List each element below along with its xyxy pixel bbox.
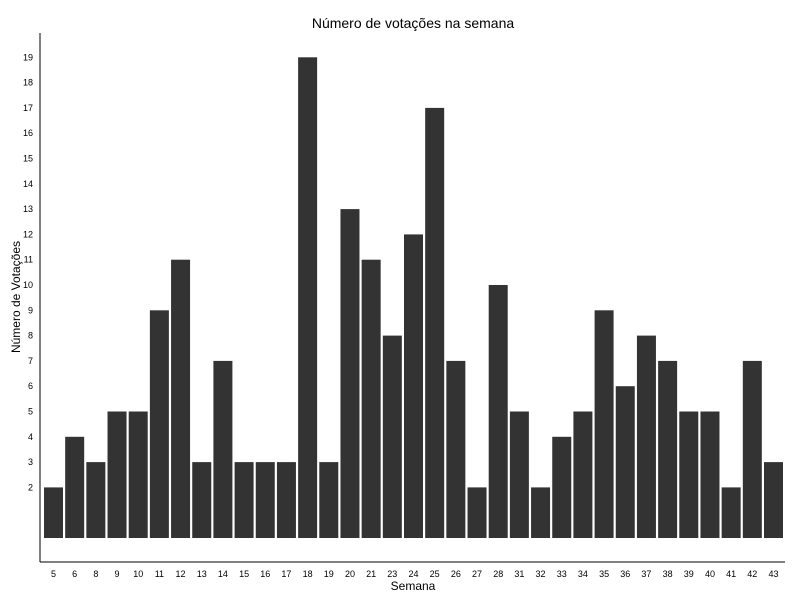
bar-week-31	[509, 411, 529, 538]
x-tick-label: 18	[303, 569, 313, 579]
bar-week-21	[361, 259, 381, 538]
y-tick-label: 3	[28, 457, 33, 467]
y-tick-label: 17	[23, 103, 33, 113]
y-tick-label: 2	[28, 482, 33, 492]
bar-week-43	[764, 462, 783, 538]
bar-week-27	[467, 487, 487, 538]
x-tick-label: 23	[387, 569, 397, 579]
x-tick-label: 15	[239, 569, 249, 579]
bar-week-14	[213, 360, 233, 538]
x-tick-label: 40	[705, 569, 715, 579]
bar-week-6	[65, 436, 85, 538]
y-tick-label: 5	[28, 407, 33, 417]
x-tick-label: 43	[768, 569, 778, 579]
y-tick-label: 16	[23, 128, 33, 138]
x-tick-label: 42	[747, 569, 757, 579]
y-tick-label: 6	[28, 381, 33, 391]
bar-week-42	[742, 360, 762, 538]
x-tick-label: 26	[451, 569, 461, 579]
y-tick-label: 11	[24, 255, 33, 265]
x-tick-label: 16	[260, 569, 270, 579]
bars-group	[44, 57, 783, 539]
bar-week-40	[700, 411, 720, 538]
bar-week-35	[594, 310, 614, 538]
y-tick-labels: 2 3 4 5 6 7 8 9 10 11 12 13 14 15 16 17 18 19	[23, 52, 33, 492]
bar-week-25	[425, 107, 445, 539]
x-tick-label: 5	[51, 569, 56, 579]
bar-week-32	[531, 487, 551, 538]
x-tick-label: 21	[366, 569, 376, 579]
x-tick-label: 32	[536, 569, 546, 579]
bar-week-9	[107, 411, 127, 538]
chart-title: Número de votações na semana	[312, 15, 515, 31]
y-tick-label: 19	[23, 52, 33, 62]
bar-week-10	[128, 411, 148, 538]
x-tick-label: 35	[599, 569, 609, 579]
x-tick-label: 11	[155, 569, 164, 579]
x-tick-label: 8	[93, 569, 98, 579]
x-tick-label: 17	[281, 569, 291, 579]
y-tick-label: 8	[28, 331, 33, 341]
bar-week-16	[255, 462, 275, 538]
bar-week-39	[679, 411, 699, 538]
y-tick-label: 7	[28, 356, 33, 366]
bar-week-38	[658, 360, 678, 538]
y-tick-label: 14	[23, 179, 33, 189]
x-tick-label: 19	[324, 569, 334, 579]
x-tick-label: 12	[176, 569, 186, 579]
bar-week-5	[44, 487, 63, 538]
x-tick-label: 20	[345, 569, 355, 579]
bar-week-28	[488, 285, 508, 538]
x-tick-label: 9	[115, 569, 120, 579]
x-tick-label: 14	[218, 569, 228, 579]
x-tick-label: 36	[620, 569, 630, 579]
bar-week-34	[573, 411, 593, 538]
bar-week-13	[192, 462, 212, 538]
bar-week-41	[721, 487, 741, 538]
x-tick-label: 34	[578, 569, 588, 579]
x-tick-label: 38	[663, 569, 673, 579]
x-tick-label: 33	[557, 569, 567, 579]
x-tick-label: 37	[641, 569, 651, 579]
x-tick-label: 41	[726, 569, 736, 579]
y-tick-label: 13	[23, 204, 33, 214]
x-tick-label: 24	[408, 569, 418, 579]
x-tick-label: 10	[133, 569, 143, 579]
y-tick-label: 9	[28, 305, 33, 315]
bar-week-24	[404, 234, 423, 538]
bar-week-23	[382, 335, 402, 538]
x-tick-label: 31	[514, 569, 524, 579]
y-tick-label: 18	[23, 78, 33, 88]
bar-week-12	[171, 259, 191, 538]
bar-week-19	[319, 462, 339, 538]
x-tick-label: 39	[684, 569, 694, 579]
x-tick-label: 13	[197, 569, 207, 579]
y-tick-label: 15	[23, 154, 33, 164]
x-tick-label: 28	[493, 569, 503, 579]
x-tick-label: 6	[72, 569, 77, 579]
bar-week-17	[276, 462, 296, 538]
bar-week-8	[86, 462, 106, 538]
bar-week-11	[149, 310, 169, 538]
x-axis-label: Semana	[391, 579, 436, 593]
bar-week-36	[615, 386, 635, 538]
bar-week-18	[298, 57, 318, 539]
x-tick-label: 25	[430, 569, 440, 579]
x-tick-labels: 5 6 8 9 10 11 12 13 14 15 16 17 18 19 20 21 23 24 25 26 27 28…	[51, 569, 779, 579]
x-tick-label: 27	[472, 569, 482, 579]
y-tick-label: 10	[23, 280, 33, 290]
bar-week-37	[636, 335, 656, 538]
bar-week-20	[340, 209, 360, 538]
bar-week-26	[446, 360, 466, 538]
bar-week-15	[234, 462, 254, 538]
y-tick-label: 4	[28, 432, 33, 442]
y-tick-label: 12	[23, 229, 33, 239]
y-axis-label: Número de Votações	[9, 241, 23, 353]
bar-week-33	[552, 436, 572, 538]
